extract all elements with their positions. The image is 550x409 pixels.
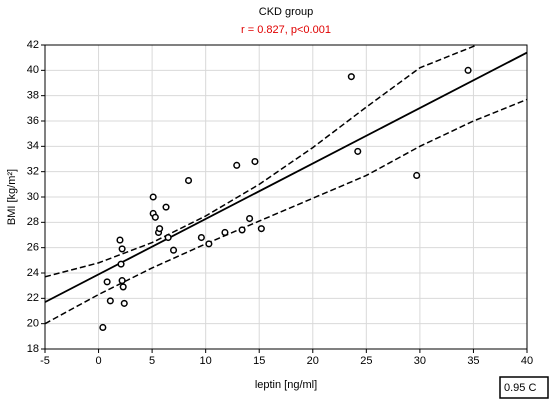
y-tick-label: 24 (27, 267, 39, 279)
y-tick-label: 38 (27, 90, 39, 102)
point (347, 73, 355, 81)
x-tick-label: 30 (414, 355, 426, 367)
point (246, 214, 254, 223)
y-tick-label: 28 (27, 216, 39, 228)
y-tick-label: 32 (27, 166, 39, 178)
x-tick-label: 20 (307, 355, 319, 367)
confidence-band (45, 45, 479, 278)
point (118, 245, 126, 253)
point (149, 193, 157, 201)
x-tick-label: 5 (149, 355, 155, 367)
y-tick-label: 42 (27, 39, 39, 51)
x-tick-label: -5 (40, 355, 50, 367)
x-tick-label: 10 (200, 355, 212, 367)
y-tick-label: 26 (27, 242, 39, 254)
plot-area (45, 45, 527, 325)
point (106, 297, 114, 305)
point (464, 66, 472, 74)
point (156, 225, 164, 233)
point (413, 171, 421, 180)
chart-subtitle: r = 0.827, p<0.001 (241, 24, 331, 36)
legend-text: 0.95 C (504, 382, 536, 394)
y-tick-label: 30 (27, 191, 39, 203)
point (162, 203, 170, 211)
x-tick-label: 25 (360, 355, 372, 367)
confidence-band (45, 98, 527, 325)
point (238, 226, 246, 234)
point (118, 277, 126, 285)
legend-box (499, 376, 549, 399)
point (164, 233, 172, 242)
plot-frame (44, 44, 528, 350)
y-axis-label: BMI [kg/m²] (6, 169, 18, 225)
point (354, 147, 362, 155)
y-tick-label: 36 (27, 115, 39, 127)
point (197, 233, 205, 242)
x-tick-label: 35 (467, 355, 479, 367)
point (117, 260, 125, 268)
point (116, 236, 124, 244)
point (151, 213, 159, 221)
y-tick-label: 40 (27, 64, 39, 76)
point (119, 283, 127, 291)
point (99, 323, 107, 332)
x-axis-label: leptin [ng/ml] (255, 379, 317, 391)
point (103, 278, 111, 286)
y-tick-label: 20 (27, 318, 39, 330)
point (257, 225, 265, 233)
y-tick-label: 18 (27, 343, 39, 355)
point (169, 246, 178, 254)
x-tick-label: 0 (95, 355, 101, 367)
y-tick-label: 34 (27, 140, 39, 152)
regression-line (45, 51, 527, 303)
x-tick-label: 15 (253, 355, 265, 367)
x-tick-label: 40 (521, 355, 533, 367)
y-tick-label: 22 (27, 292, 39, 304)
point (233, 161, 241, 169)
point (221, 228, 229, 237)
chart-title: CKD group (259, 6, 313, 18)
point (205, 240, 213, 248)
point (184, 176, 193, 185)
point (251, 157, 259, 166)
point (120, 299, 128, 307)
